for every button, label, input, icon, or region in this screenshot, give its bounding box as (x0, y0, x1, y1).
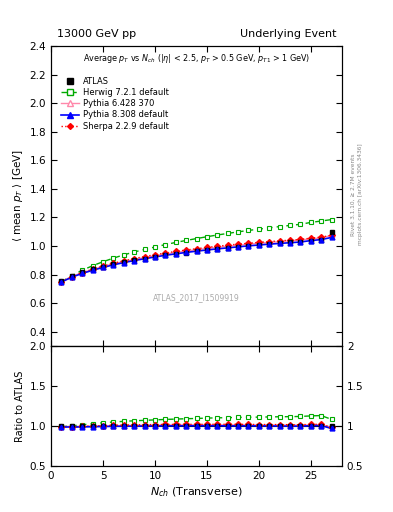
Text: mcplots.cern.ch [arXiv:1306.3436]: mcplots.cern.ch [arXiv:1306.3436] (358, 144, 363, 245)
Y-axis label: $\langle$ mean $p_T$ $\rangle$ [GeV]: $\langle$ mean $p_T$ $\rangle$ [GeV] (11, 150, 26, 243)
Text: Average $p_T$ vs $N_{ch}$ ($|\eta|$ < 2.5, $p_T$ > 0.5 GeV, $p_{T1}$ > 1 GeV): Average $p_T$ vs $N_{ch}$ ($|\eta|$ < 2.… (83, 52, 310, 65)
Text: ATLAS_2017_I1509919: ATLAS_2017_I1509919 (153, 293, 240, 303)
Text: Underlying Event: Underlying Event (240, 29, 336, 38)
Text: Rivet 3.1.10, ≥ 2.7M events: Rivet 3.1.10, ≥ 2.7M events (351, 153, 356, 236)
Legend: ATLAS, Herwig 7.2.1 default, Pythia 6.428 370, Pythia 8.308 default, Sherpa 2.2.: ATLAS, Herwig 7.2.1 default, Pythia 6.42… (61, 77, 169, 131)
X-axis label: $N_{ch}$ (Transverse): $N_{ch}$ (Transverse) (150, 485, 243, 499)
Text: 13000 GeV pp: 13000 GeV pp (57, 29, 136, 38)
Y-axis label: Ratio to ATLAS: Ratio to ATLAS (15, 370, 26, 442)
